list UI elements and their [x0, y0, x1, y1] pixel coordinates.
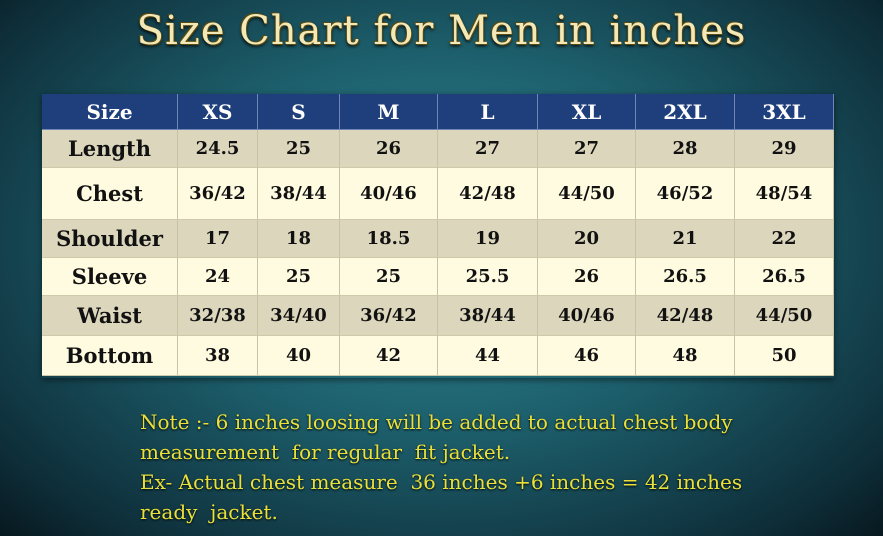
table-cell: 26.5 — [636, 258, 735, 296]
note-line: ready jacket. — [140, 500, 278, 524]
table-cell: 50 — [735, 336, 834, 376]
table-cell: 18.5 — [340, 220, 438, 258]
table-cell: 44/50 — [735, 296, 834, 336]
note-line: Note :- 6 inches loosing will be added t… — [140, 410, 733, 434]
table-cell: 25 — [340, 258, 438, 296]
table-cell: 38 — [178, 336, 258, 376]
table-cell: 36/42 — [340, 296, 438, 336]
table-cell: 17 — [178, 220, 258, 258]
table-cell: 44/50 — [538, 168, 636, 220]
row-label: Chest — [42, 168, 178, 220]
header-cell: Size — [42, 94, 178, 130]
table-cell: 20 — [538, 220, 636, 258]
table-cell: 34/40 — [258, 296, 340, 336]
table-cell: 27 — [438, 130, 538, 168]
title: Size Chart for Men in inches — [136, 8, 747, 54]
table-cell: 32/38 — [178, 296, 258, 336]
table-cell: 24 — [178, 258, 258, 296]
header-cell: XL — [538, 94, 636, 130]
table-cell: 42/48 — [438, 168, 538, 220]
table-cell: 26.5 — [735, 258, 834, 296]
table-cell: 24.5 — [178, 130, 258, 168]
header-cell: 3XL — [735, 94, 834, 130]
table-cell: 25 — [258, 130, 340, 168]
table-cell: 48/54 — [735, 168, 834, 220]
table-cell: 40/46 — [340, 168, 438, 220]
table-cell: 38/44 — [258, 168, 340, 220]
header-cell: XS — [178, 94, 258, 130]
header-cell: S — [258, 94, 340, 130]
row-label: Sleeve — [42, 258, 178, 296]
table-cell: 25 — [258, 258, 340, 296]
note-line: measurement for regular fit jacket. — [140, 440, 511, 464]
table-cell: 28 — [636, 130, 735, 168]
table-cell: 46/52 — [636, 168, 735, 220]
header-cell: 2XL — [636, 94, 735, 130]
table-cell: 42 — [340, 336, 438, 376]
table-cell: 38/44 — [438, 296, 538, 336]
table-cell: 21 — [636, 220, 735, 258]
row-label: Length — [42, 130, 178, 168]
table-cell: 40 — [258, 336, 340, 376]
table-cell: 26 — [340, 130, 438, 168]
table-cell: 36/42 — [178, 168, 258, 220]
table-cell: 40/46 — [538, 296, 636, 336]
table-cell: 27 — [538, 130, 636, 168]
header-cell: L — [438, 94, 538, 130]
table-cell: 19 — [438, 220, 538, 258]
row-label: Bottom — [42, 336, 178, 376]
table-cell: 42/48 — [636, 296, 735, 336]
table-cell: 44 — [438, 336, 538, 376]
header-cell: M — [340, 94, 438, 130]
table-cell: 46 — [538, 336, 636, 376]
table-cell: 48 — [636, 336, 735, 376]
note-line: Ex- Actual chest measure 36 inches +6 in… — [140, 470, 743, 494]
table-cell: 18 — [258, 220, 340, 258]
row-label: Shoulder — [42, 220, 178, 258]
row-label: Waist — [42, 296, 178, 336]
table-cell: 29 — [735, 130, 834, 168]
size-table: Size XS S M L XL 2XL 3XL Length 24.5 25 26 27 27 28 29 C… — [42, 94, 834, 378]
table-cell: 22 — [735, 220, 834, 258]
table-cell: 26 — [538, 258, 636, 296]
table-cell: 25.5 — [438, 258, 538, 296]
